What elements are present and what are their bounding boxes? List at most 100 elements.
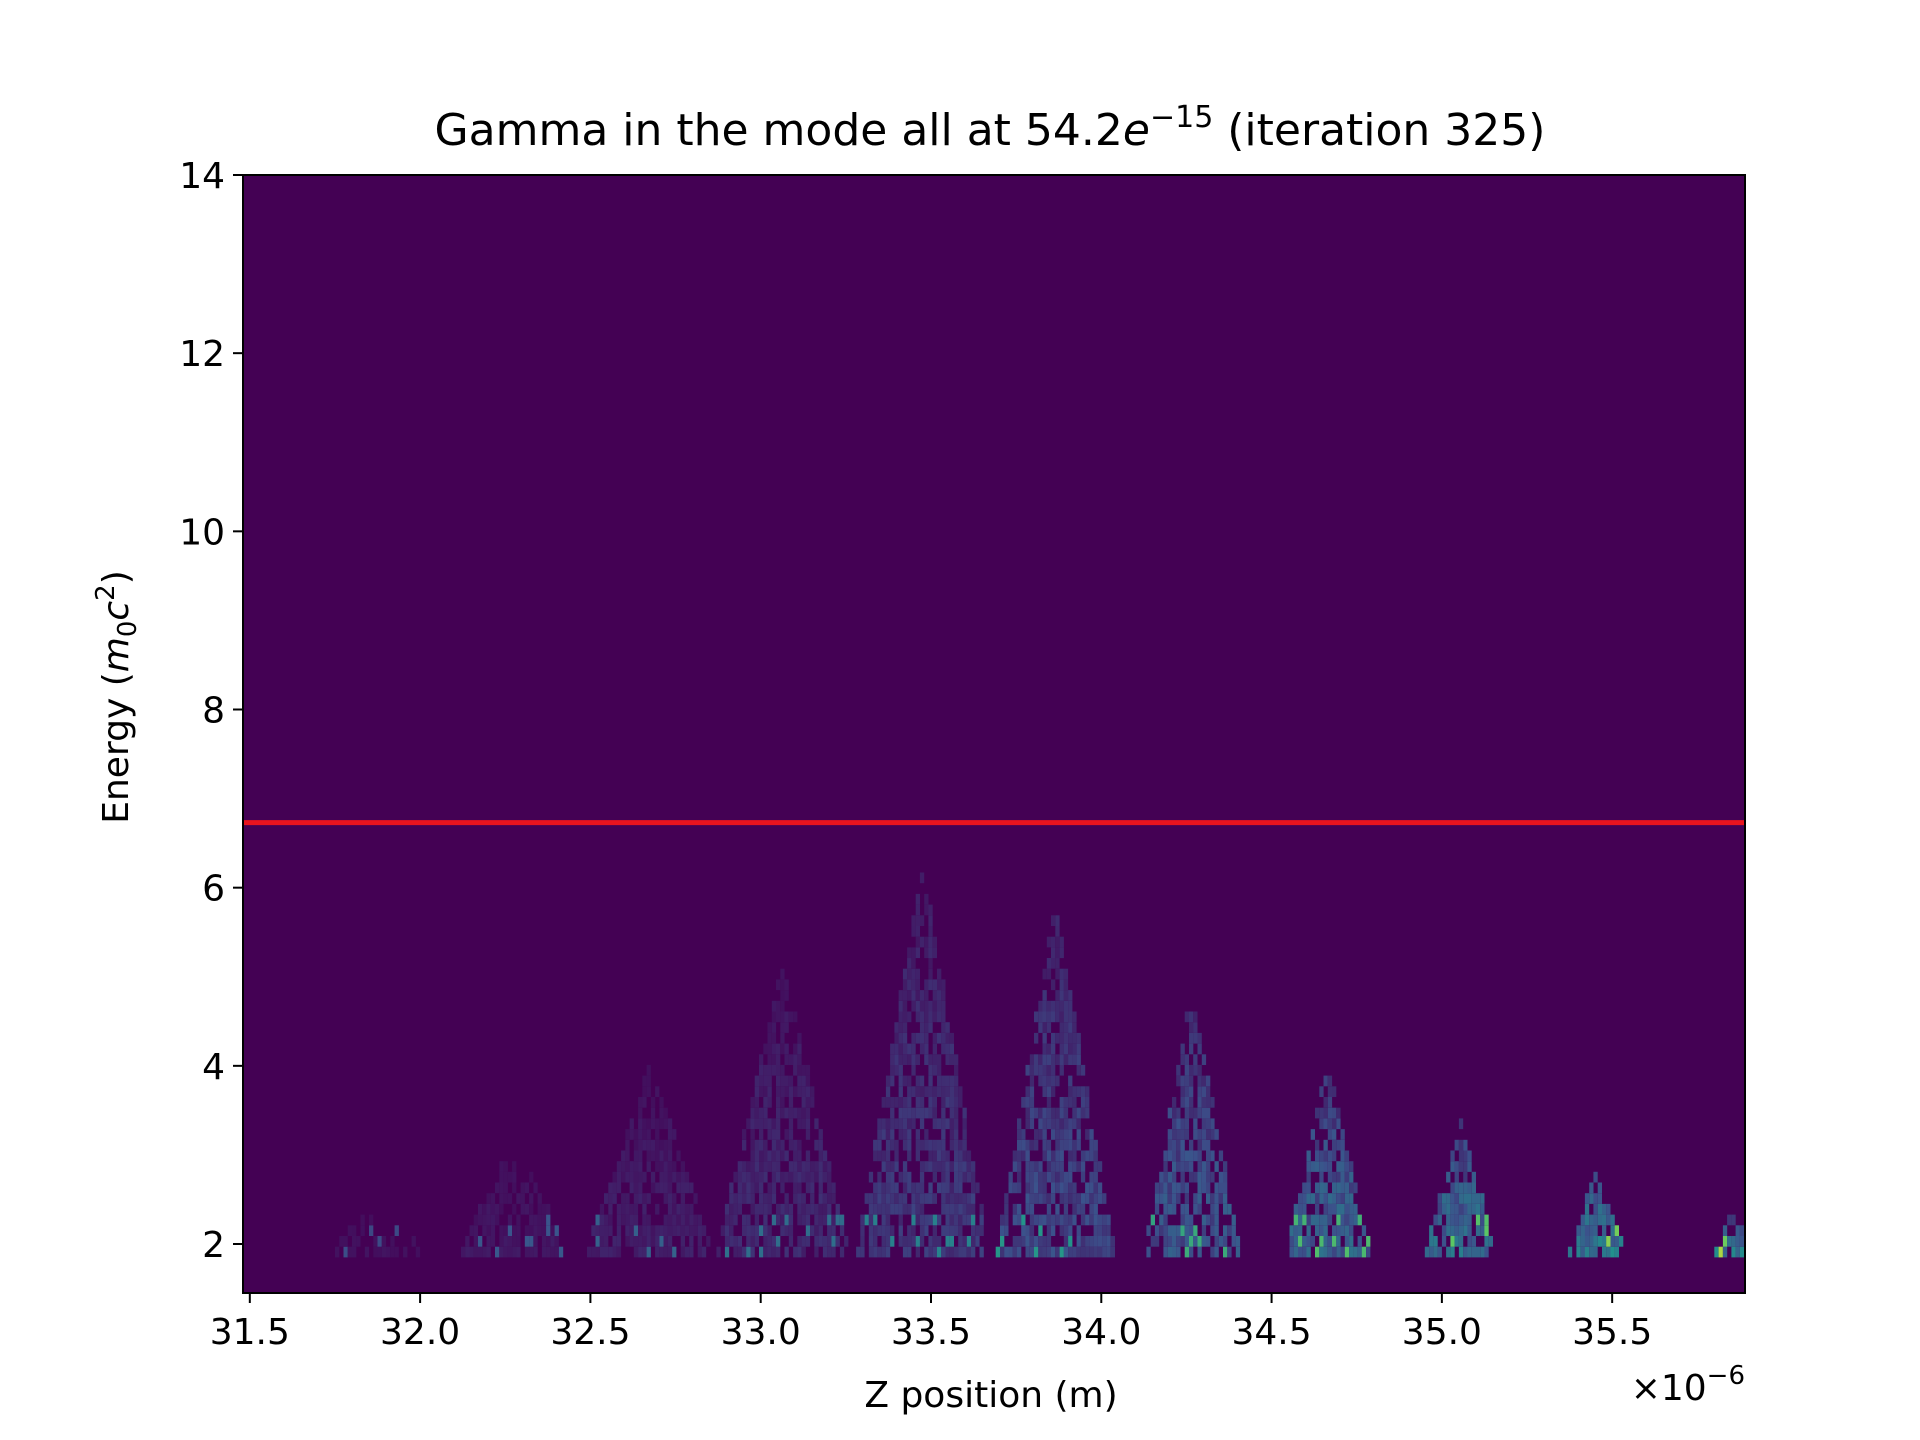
- heatmap-cell: [1068, 1000, 1073, 1012]
- heatmap-cell: [629, 1182, 634, 1194]
- heatmap-cell: [767, 1064, 772, 1076]
- heatmap-cell: [1206, 1214, 1211, 1226]
- heatmap-cell: [971, 1214, 976, 1226]
- heatmap-cell: [937, 1064, 942, 1076]
- heatmap-cell: [524, 1203, 530, 1215]
- heatmap-cell: [924, 936, 929, 948]
- heatmap-cell: [1072, 1246, 1077, 1258]
- heatmap-cell: [381, 1236, 387, 1247]
- heatmap-cell: [1197, 1086, 1202, 1097]
- heatmap-cell: [1063, 1203, 1069, 1215]
- heatmap-cell: [932, 1054, 937, 1065]
- x-tick-label: 34.5: [1232, 1312, 1312, 1353]
- heatmap-cell: [818, 1214, 823, 1226]
- heatmap-cell: [1315, 1182, 1320, 1194]
- heatmap-cell: [822, 1246, 828, 1258]
- heatmap-cell: [818, 1193, 823, 1204]
- heatmap-cell: [945, 1054, 950, 1065]
- heatmap-cell: [1076, 1236, 1081, 1247]
- heatmap-cell: [1163, 1150, 1168, 1162]
- heatmap-cell: [633, 1139, 639, 1151]
- heatmap-cell: [1332, 1236, 1337, 1247]
- heatmap-cell: [1017, 1118, 1022, 1130]
- heatmap-cell: [937, 1236, 942, 1247]
- heatmap-cell: [1072, 1150, 1077, 1162]
- x-tick-label: 31.5: [210, 1312, 290, 1353]
- heatmap-cell: [928, 1214, 933, 1226]
- heatmap-cell: [902, 1161, 908, 1172]
- heatmap-cell: [1597, 1214, 1602, 1226]
- heatmap-cell: [945, 1022, 950, 1033]
- heatmap-cell: [885, 1139, 891, 1151]
- heatmap-cell: [680, 1161, 685, 1172]
- heatmap-cell: [801, 1064, 806, 1076]
- heatmap-cell: [1176, 1225, 1181, 1236]
- heatmap-cell: [512, 1161, 517, 1172]
- heatmap-cell: [1349, 1161, 1354, 1172]
- heatmap-cell: [949, 1193, 954, 1204]
- heatmap-cell: [672, 1129, 677, 1140]
- heatmap-cell: [1201, 1182, 1207, 1194]
- heatmap-cell: [780, 1225, 785, 1236]
- heatmap-cell: [1180, 1097, 1185, 1108]
- heatmap-cell: [915, 1214, 920, 1226]
- heatmap-cell: [616, 1214, 622, 1226]
- heatmap-cell: [746, 1182, 751, 1194]
- heatmap-cell: [1353, 1203, 1358, 1215]
- heatmap-cell: [894, 1193, 899, 1204]
- heatmap-cell: [1029, 1086, 1035, 1097]
- heatmap-cell: [780, 1064, 785, 1076]
- heatmap-cell: [919, 1225, 925, 1236]
- heatmap-cell: [1055, 1182, 1060, 1194]
- heatmap-cell: [1593, 1225, 1598, 1236]
- heatmap-cell: [902, 1236, 908, 1247]
- heatmap-cell: [822, 1193, 828, 1204]
- heatmap-cell: [941, 1139, 946, 1151]
- heatmap-cell: [759, 1129, 764, 1140]
- heatmap-cell: [1051, 1075, 1056, 1087]
- heatmap-cell: [1433, 1236, 1438, 1247]
- heatmap-cell: [1051, 947, 1056, 959]
- heatmap-cell: [1072, 1032, 1077, 1044]
- heatmap-cell: [1189, 1161, 1194, 1172]
- heatmap-cell: [1210, 1129, 1215, 1140]
- heatmap-cell: [642, 1225, 647, 1236]
- heatmap-cell: [1093, 1246, 1098, 1258]
- heatmap-cell: [827, 1203, 832, 1215]
- heatmap-cell: [1306, 1225, 1311, 1236]
- heatmap-cell: [1184, 1203, 1189, 1215]
- heatmap-cell: [919, 990, 925, 1001]
- heatmap-cell: [599, 1214, 605, 1226]
- heatmap-cell: [667, 1139, 673, 1151]
- heatmap-cell: [1332, 1139, 1337, 1151]
- heatmap-cell: [932, 1139, 937, 1151]
- heatmap-cell: [868, 1225, 874, 1236]
- heatmap-cell: [1055, 990, 1060, 1001]
- heatmap-cell: [1193, 1011, 1198, 1023]
- heatmap-cell: [805, 1225, 811, 1236]
- heatmap-cell: [339, 1236, 344, 1247]
- heatmap-cell: [1589, 1193, 1594, 1204]
- heatmap-cell: [928, 1022, 933, 1033]
- heatmap-cell: [793, 1011, 798, 1023]
- heatmap-cell: [1184, 1161, 1189, 1172]
- heatmap-cell: [1063, 1097, 1069, 1108]
- heatmap-cell: [1458, 1139, 1464, 1151]
- heatmap-cell: [1093, 1182, 1098, 1194]
- heatmap-cell: [1210, 1150, 1215, 1162]
- heatmap-cell: [512, 1236, 517, 1247]
- heatmap-cell: [1038, 1161, 1043, 1172]
- heatmap-cell: [1298, 1246, 1303, 1258]
- heatmap-cell: [482, 1214, 487, 1226]
- heatmap-cell: [507, 1214, 513, 1226]
- heatmap-cell: [776, 1097, 781, 1108]
- heatmap-cell: [1080, 1236, 1086, 1247]
- heatmap-cell: [503, 1236, 508, 1247]
- heatmap-cell: [810, 1193, 815, 1204]
- heatmap-cell: [1298, 1214, 1303, 1226]
- heatmap-cell: [962, 1203, 967, 1215]
- heatmap-cell: [629, 1161, 634, 1172]
- heatmap-cell: [932, 1097, 937, 1108]
- heatmap-cell: [750, 1182, 755, 1194]
- heatmap-cell: [625, 1139, 630, 1151]
